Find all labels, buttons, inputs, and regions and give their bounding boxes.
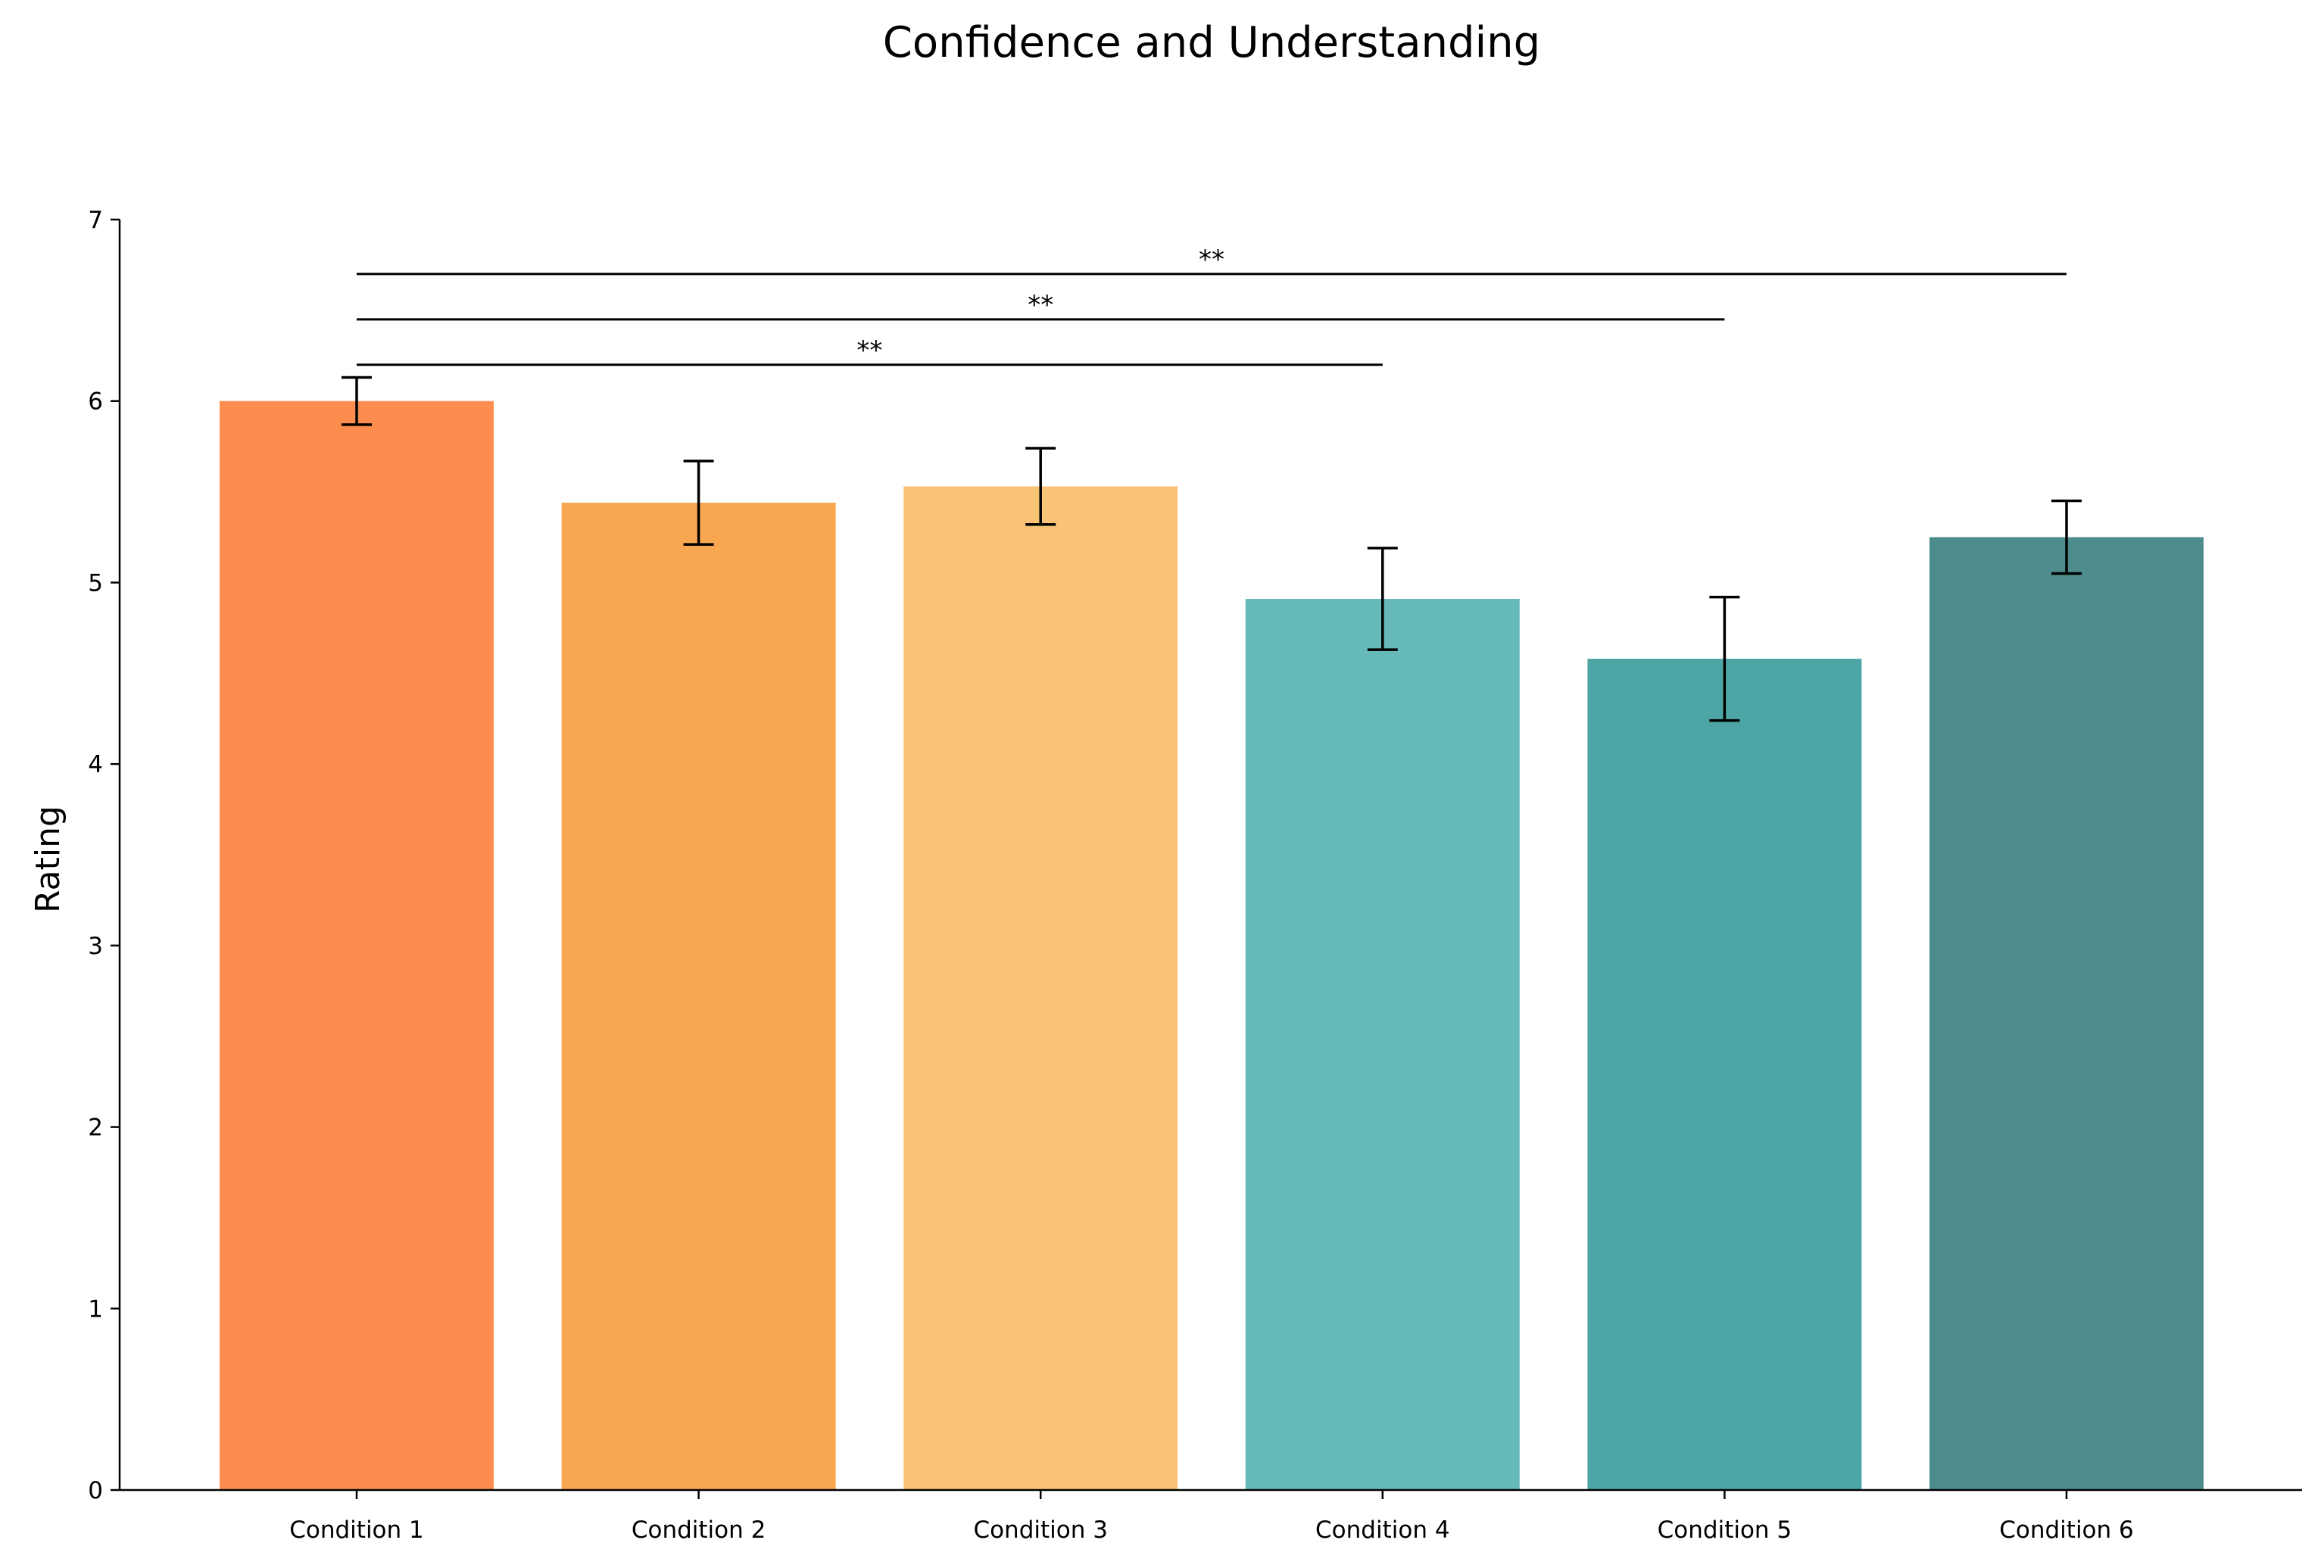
y-tick-label-3: 3 [88, 933, 103, 960]
y-tick-label-4: 4 [88, 751, 103, 778]
bar-2 [561, 502, 836, 1490]
x-tick-label-3: Condition 3 [973, 1517, 1108, 1544]
x-tick-label-1: Condition 1 [289, 1517, 424, 1544]
y-tick-label-2: 2 [88, 1114, 103, 1142]
bar-5 [1587, 659, 1862, 1490]
plot-area: 0 1 2 3 4 5 6 7 Condition 1 Condition 2 Condition … [88, 207, 2302, 1544]
significance-label-3: ** [1199, 245, 1224, 275]
bar-3 [903, 486, 1178, 1490]
y-axis-title: Rating [29, 806, 67, 913]
bar-1 [220, 401, 494, 1490]
y-tick-label-7: 7 [88, 207, 103, 234]
x-tick-label-6: Condition 6 [1999, 1517, 2134, 1544]
bar-6 [1929, 537, 2204, 1490]
y-tick-label-5: 5 [88, 569, 103, 597]
y-tick-label-6: 6 [88, 388, 103, 416]
significance-label-1: ** [856, 335, 882, 366]
y-tick-label-1: 1 [88, 1295, 103, 1323]
x-tick-label-5: Condition 5 [1658, 1517, 1792, 1544]
x-tick-label-4: Condition 4 [1315, 1517, 1450, 1544]
x-tick-label-2: Condition 2 [632, 1517, 766, 1544]
bar-4 [1245, 599, 1520, 1490]
y-tick-label-0: 0 [88, 1477, 103, 1504]
chart-title: Confidence and Understanding [883, 18, 1540, 67]
significance-label-2: ** [1028, 290, 1053, 320]
